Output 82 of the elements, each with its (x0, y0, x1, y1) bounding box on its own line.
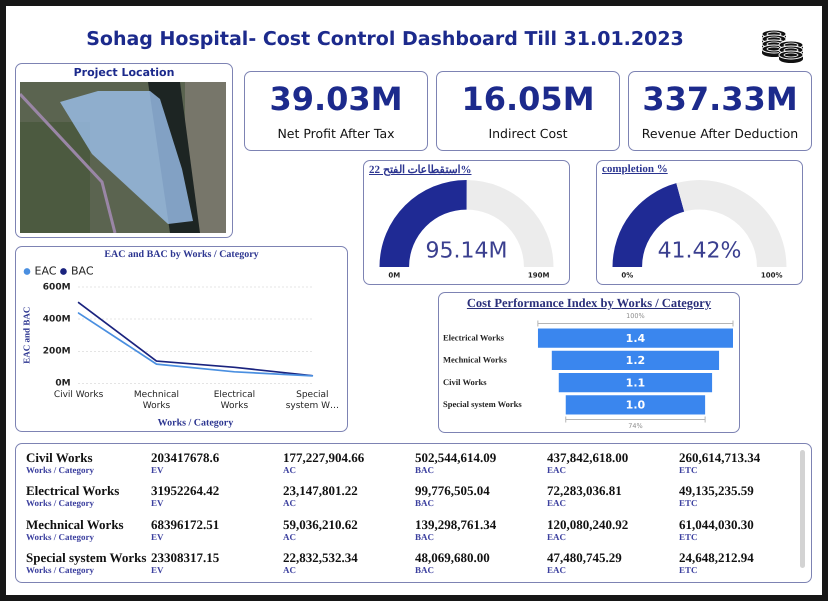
text: ETC (679, 565, 698, 576)
x-axis-title: Works / Category (158, 418, 234, 429)
data-label: 337.33M (641, 80, 799, 118)
text: BAC (415, 498, 434, 508)
text: Works / Category (26, 498, 94, 508)
text: AC (283, 565, 296, 576)
text: EAC (547, 465, 566, 475)
text: AC (283, 465, 296, 475)
category-label: Civil Works (26, 450, 93, 466)
data-label: 16.05M (460, 80, 596, 118)
data-label: 502,544,614.09 (415, 450, 496, 466)
data-label: 99,776,505.04 (415, 483, 490, 500)
text: Works / Category (26, 465, 94, 475)
data-label: 24,648,212.94 (679, 550, 754, 566)
data-label: 437,842,618.00 (547, 450, 628, 466)
data-label: 203417678.6 (151, 450, 220, 466)
text: Project Location (72, 66, 176, 79)
data-label: 47,480,745.29 (547, 550, 622, 566)
data-label: 260,614,713.34 (679, 450, 760, 466)
data-label: 39.03M (268, 80, 404, 118)
data-label: 31952264.42 (151, 483, 220, 500)
x-tick-label: Mechnical Works (134, 390, 180, 411)
data-label: 23,147,801.22 (283, 483, 358, 500)
category-label: Revenue After Deduction (640, 126, 800, 141)
text: Cost Performance Index by Works / Category (466, 296, 712, 311)
text: EV (151, 532, 164, 542)
x-tick-label: Special system W… (286, 390, 339, 411)
data-label: 61,044,030.30 (679, 516, 754, 533)
data-label: 48,069,680.00 (415, 550, 490, 566)
y-tick-label: 200M (42, 346, 71, 357)
category-label: Special system Works (26, 550, 146, 566)
chart-title: completion % (602, 163, 668, 175)
category-label: Civil Works (443, 376, 488, 387)
chart-title: EAC and BAC by Works / Category (103, 249, 260, 260)
x-tick-label: Electrical Works (214, 390, 256, 411)
text: AC (283, 532, 296, 542)
text: Works / Category (26, 565, 94, 576)
data-label: 22,832,532.34 (283, 550, 358, 566)
data-label: 59,036,210.62 (283, 516, 358, 533)
data-label: 1.1 (626, 376, 646, 390)
text: Sohag Hospital- Cost Control Dashboard Till 31.01.2023 (85, 27, 685, 52)
data-label: 177,227,904.66 (283, 450, 364, 466)
data-label: 68396172.51 (151, 516, 220, 533)
series-label: EV (151, 565, 164, 576)
text: EAC (547, 498, 566, 508)
category-label: Net Profit After Tax (276, 126, 396, 141)
text: EV (151, 465, 164, 475)
y-tick-label: 0M (55, 378, 71, 389)
text: BAC (415, 532, 434, 542)
y-tick-label: 400M (42, 314, 71, 324)
text: BAC (415, 565, 434, 576)
text: EAC (547, 532, 566, 542)
category-label: Electrical Works (26, 483, 120, 500)
text: 41.42% (658, 238, 742, 264)
data-label: 139,298,761.34 (415, 516, 496, 533)
data-label: 1.2 (626, 354, 646, 368)
category-label: Electrical Works (443, 332, 505, 342)
text: BAC (415, 465, 434, 475)
y-tick-label: 600M (42, 282, 71, 292)
category-label: Mechnical Works (443, 354, 508, 365)
category-label: Special system Works (443, 399, 522, 410)
y-axis-title: EAC and BAC (22, 306, 32, 364)
text: ETC (679, 532, 698, 542)
text: EAC (547, 565, 566, 576)
text: AC (283, 498, 296, 508)
x-tick-label: Civil Works (54, 390, 104, 400)
text: EV (151, 498, 164, 508)
category-label: Mechnical Works (26, 516, 124, 533)
text: 95.14M (426, 238, 508, 264)
data-label: 23308317.15 (151, 550, 220, 566)
legend-label: BAC (70, 264, 94, 278)
data-label: 72,283,036.81 (547, 483, 622, 500)
category-label: Indirect Cost (487, 126, 569, 141)
text: ETC (679, 498, 698, 508)
data-label: 49,135,235.59 (679, 483, 754, 500)
chart-title: استقطاعات الفتح 22% (369, 163, 472, 176)
data-label: 1.0 (626, 398, 646, 412)
text: ETC (679, 465, 698, 475)
data-label: 1.4 (626, 332, 646, 345)
data-label: 120,080,240.92 (547, 516, 628, 533)
text: Works / Category (26, 532, 94, 542)
legend-label: EAC (34, 264, 57, 278)
